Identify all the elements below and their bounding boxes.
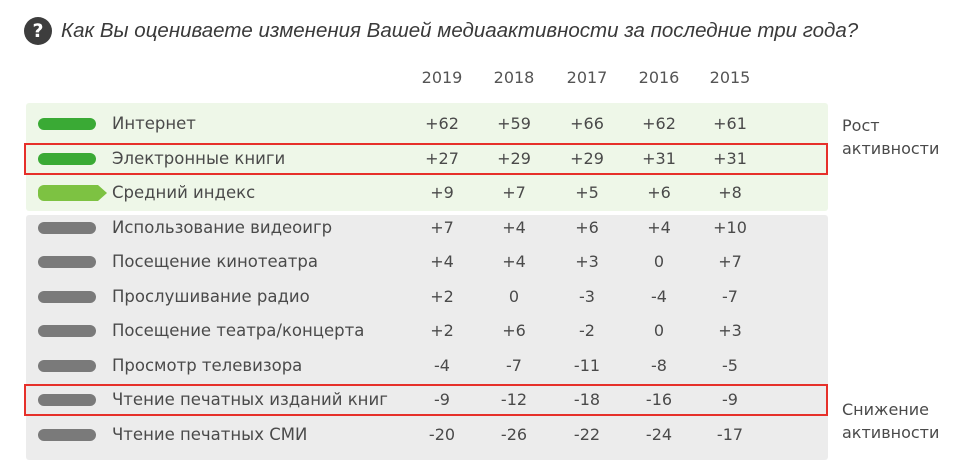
row-label: Посещение театра/концерта (112, 321, 365, 340)
cell-value: -3 (579, 287, 595, 306)
decline-side-label: Снижение активности (842, 398, 939, 444)
decline-marker-icon (38, 256, 96, 268)
cell-value: +61 (713, 114, 747, 133)
year-header-0: 2019 (421, 68, 463, 87)
row-label: Интернет (112, 114, 196, 133)
cell-value: +8 (718, 183, 742, 202)
cell-value: +3 (718, 321, 742, 340)
row-label: Использование видеоигр (112, 218, 333, 237)
row-label: Средний индекс (112, 183, 256, 202)
question-circle-icon: ? (24, 17, 52, 45)
cell-value: -7 (506, 356, 522, 375)
cell-value: +4 (647, 218, 671, 237)
cell-value: +27 (425, 149, 459, 168)
growth-marker-icon (38, 153, 96, 165)
cell-value: -22 (573, 425, 601, 444)
growth-band (26, 103, 828, 211)
cell-value: +59 (497, 114, 531, 133)
cell-value: -26 (500, 425, 528, 444)
cell-value: +7 (502, 183, 526, 202)
table-row: Интернет +62 +59 +66 +62 +61 (26, 107, 828, 141)
cell-value: +7 (430, 218, 454, 237)
growth-marker-icon (38, 118, 96, 130)
decline-marker-icon (38, 222, 96, 234)
decline-marker-icon (38, 394, 96, 406)
decline-marker-icon (38, 325, 96, 337)
decline-band (26, 215, 828, 460)
cell-value: +5 (575, 183, 599, 202)
cell-value: -8 (651, 356, 667, 375)
cell-value: -24 (645, 425, 673, 444)
cell-value: +4 (502, 252, 526, 271)
row-label: Прослушивание радио (112, 287, 310, 306)
cell-value: +9 (430, 183, 454, 202)
cell-value: 0 (508, 287, 520, 306)
highlight-frame (24, 384, 828, 416)
question-header: ? Как Вы оцениваете изменения Вашей меди… (24, 14, 858, 48)
cell-value: +2 (430, 321, 454, 340)
decline-marker-icon (38, 429, 96, 441)
cell-value: 0 (653, 252, 665, 271)
table-row: Посещение кинотеатра +4 +4 +3 0 +7 (26, 245, 828, 279)
cell-value: -11 (573, 356, 601, 375)
decline-marker-icon (38, 291, 96, 303)
cell-value: +7 (718, 252, 742, 271)
cell-value: +29 (570, 149, 604, 168)
cell-value: -9 (434, 390, 450, 409)
cell-value: +6 (575, 218, 599, 237)
cell-value: +31 (713, 149, 747, 168)
decline-side-label-line-1: Снижение (842, 400, 929, 419)
row-label: Посещение кинотеатра (112, 252, 318, 271)
growth-side-label-line-1: Рост (842, 116, 880, 135)
cell-value: 0 (653, 321, 665, 340)
row-label: Чтение печатных изданий книг (112, 390, 388, 409)
row-label: Чтение печатных СМИ (112, 425, 308, 444)
table-row: Использование видеоигр +7 +4 +6 +4 +10 (26, 211, 828, 245)
decline-side-label-line-2: активности (842, 423, 940, 442)
highlight-frame (24, 143, 828, 175)
average-marker-icon (38, 185, 107, 201)
cell-value: +62 (642, 114, 676, 133)
cell-value: +6 (647, 183, 671, 202)
cell-value: -4 (651, 287, 667, 306)
year-header-2: 2017 (566, 68, 608, 87)
cell-value: -16 (645, 390, 673, 409)
year-header: 2019 2018 2017 2016 2015 (0, 68, 967, 92)
cell-value: -9 (722, 390, 738, 409)
cell-value: -18 (573, 390, 601, 409)
table-row: Чтение печатных СМИ -20 -26 -22 -24 -17 (26, 418, 828, 452)
table-row: Посещение театра/концерта +2 +6 -2 0 +3 (26, 314, 828, 348)
cell-value: +29 (497, 149, 531, 168)
year-header-4: 2015 (709, 68, 751, 87)
table-row: Прослушивание радио +2 0 -3 -4 -7 (26, 280, 828, 314)
cell-value: -2 (579, 321, 595, 340)
cell-value: +62 (425, 114, 459, 133)
growth-side-label-line-2: активности (842, 139, 940, 158)
cell-value: -17 (716, 425, 744, 444)
row-label: Просмотр телевизора (112, 356, 303, 375)
cell-value: +66 (570, 114, 604, 133)
cell-value: +2 (430, 287, 454, 306)
table-row: Средний индекс +9 +7 +5 +6 +8 (26, 176, 828, 210)
cell-value: -20 (428, 425, 456, 444)
year-header-1: 2018 (493, 68, 535, 87)
decline-marker-icon (38, 360, 96, 372)
table-row: Просмотр телевизора -4 -7 -11 -8 -5 (26, 349, 828, 383)
cell-value: +4 (502, 218, 526, 237)
table-row: Электронные книги +27 +29 +29 +31 +31 (26, 142, 828, 176)
growth-side-label: Рост активности (842, 114, 939, 160)
row-label: Электронные книги (112, 149, 286, 168)
cell-value: +6 (502, 321, 526, 340)
cell-value: -4 (434, 356, 450, 375)
question-text: Как Вы оцениваете изменения Вашей медиаа… (61, 19, 859, 42)
cell-value: +4 (430, 252, 454, 271)
table-row: Чтение печатных изданий книг -9 -12 -18 -16 -… (26, 383, 828, 417)
cell-value: -5 (722, 356, 738, 375)
cell-value: -12 (500, 390, 528, 409)
cell-value: +3 (575, 252, 599, 271)
cell-value: +31 (642, 149, 676, 168)
year-header-3: 2016 (638, 68, 680, 87)
cell-value: -7 (722, 287, 738, 306)
cell-value: +10 (713, 218, 747, 237)
